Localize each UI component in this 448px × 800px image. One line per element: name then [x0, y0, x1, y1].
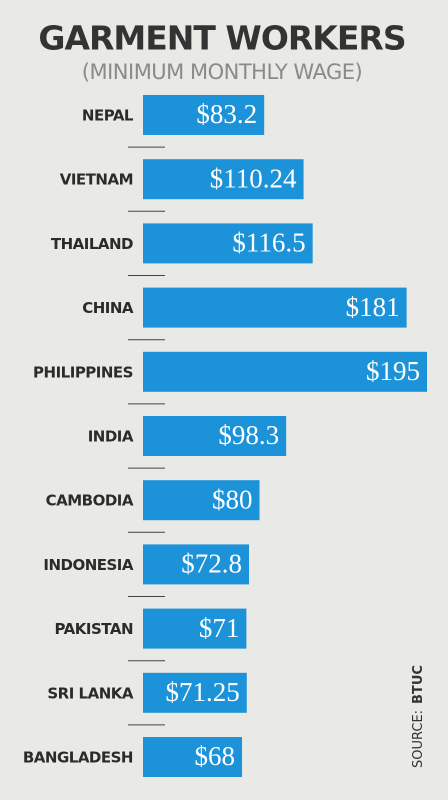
value-label: $83.2 — [196, 99, 257, 129]
value-label: $71 — [199, 613, 240, 643]
bar — [143, 480, 260, 521]
value-label: $72.8 — [181, 549, 242, 579]
bar — [143, 287, 407, 328]
bar — [143, 608, 247, 649]
category-label: BANGLADESH — [23, 749, 133, 767]
bar — [143, 544, 250, 585]
category-label: NEPAL — [82, 107, 134, 125]
bar — [143, 159, 304, 200]
bar — [143, 672, 247, 713]
value-label: $110.24 — [210, 163, 297, 193]
bar — [143, 416, 287, 456]
category-label: CHINA — [82, 299, 134, 317]
value-label: $80 — [212, 484, 253, 514]
value-label: $181 — [346, 292, 400, 322]
source: SOURCE: BTUC — [411, 665, 426, 768]
bar — [143, 351, 427, 392]
category-label: INDIA — [88, 428, 134, 446]
category-label: PAKISTAN — [55, 620, 133, 638]
source-name: BTUC — [411, 665, 426, 704]
value-label: $98.3 — [218, 420, 279, 450]
source-label: SOURCE: — [411, 710, 426, 768]
value-label: $116.5 — [232, 228, 305, 258]
bar — [143, 95, 265, 135]
chart-subtitle: (MINIMUM MONTHLY WAGE) — [82, 60, 362, 84]
category-label: INDONESIA — [43, 556, 134, 574]
category-label: THAILAND — [51, 235, 133, 253]
category-label: CAMBODIA — [46, 492, 134, 510]
category-label: SRI LANKA — [47, 684, 134, 702]
category-label: PHILIPPINES — [33, 363, 133, 381]
value-label: $68 — [195, 741, 236, 771]
bar — [143, 223, 313, 264]
chart-title: GARMENT WORKERS — [38, 19, 405, 58]
value-label: $71.25 — [166, 677, 240, 707]
category-label: VIETNAM — [60, 171, 133, 189]
value-label: $195 — [366, 356, 420, 386]
bar — [143, 737, 243, 777]
